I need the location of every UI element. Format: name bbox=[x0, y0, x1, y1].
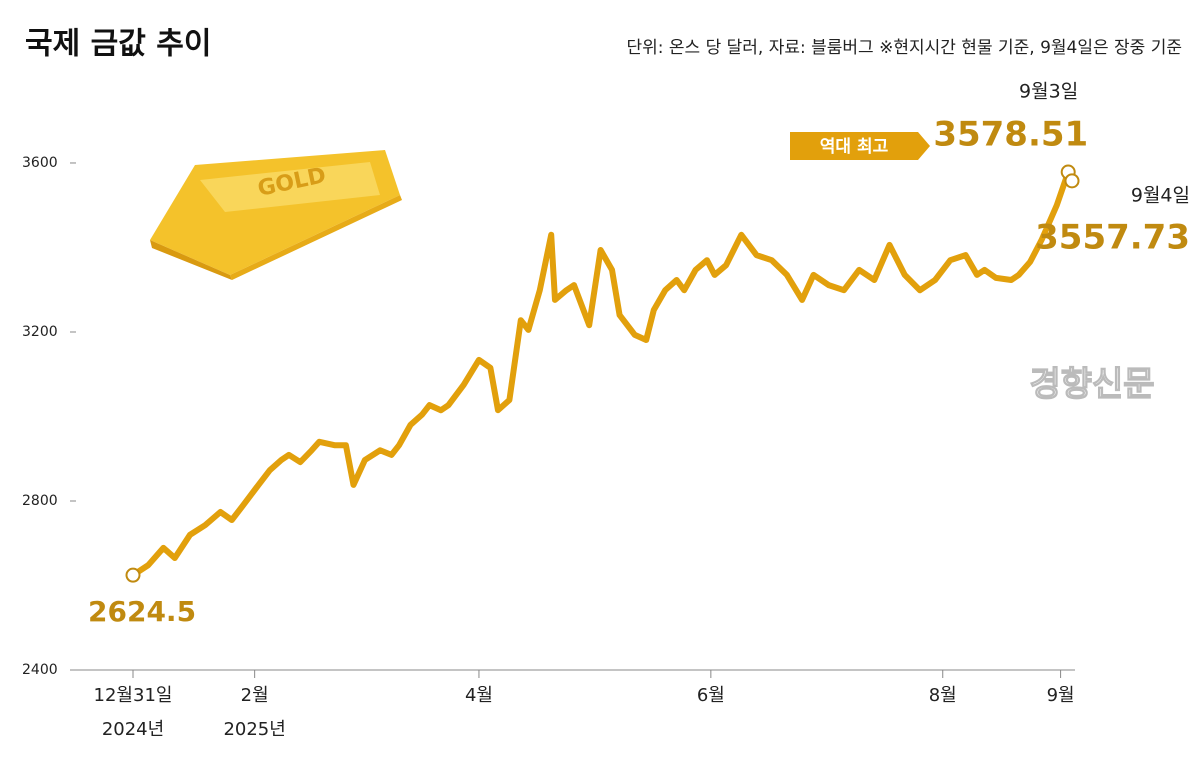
start-value-label: 2624.5 bbox=[88, 595, 196, 628]
high-tag-box bbox=[790, 132, 930, 160]
gold-bar-face bbox=[200, 162, 380, 212]
highlight-point bbox=[1064, 173, 1080, 189]
x-tick-label: 8월 bbox=[929, 685, 957, 706]
price-line bbox=[130, 169, 1075, 579]
high-date-label: 9월3일 bbox=[1019, 81, 1078, 103]
last-value-label: 3557.73 bbox=[1035, 217, 1190, 257]
high-tag-label: 역대 최고 bbox=[820, 137, 889, 157]
y-tick-label: 3600 bbox=[22, 155, 58, 171]
high-value-label: 3578.51 bbox=[933, 115, 1088, 155]
chart-title: 국제 금값 추이 bbox=[25, 27, 212, 62]
last-date-label: 9월4일 bbox=[1131, 184, 1190, 206]
x-tick-label: 9월 bbox=[1047, 685, 1075, 706]
gold-bar-edge bbox=[230, 195, 402, 280]
x-tick-label: 4월 bbox=[465, 685, 493, 706]
chart-subtitle: 단위: 온스 당 달러, 자료: 블룸버그 ※현지시간 현물 기준, 9월4일은… bbox=[627, 38, 1183, 58]
y-tick-label: 2400 bbox=[22, 662, 58, 678]
y-tick-label: 3200 bbox=[22, 324, 58, 340]
x-tick-label: 12월31일 bbox=[94, 685, 173, 706]
x-tick-sublabel: 2024년 bbox=[102, 719, 164, 740]
gold-bar: GOLD bbox=[150, 150, 402, 280]
x-tick-sublabel: 2025년 bbox=[223, 719, 285, 740]
x-tick-label: 6월 bbox=[697, 685, 725, 706]
y-tick-label: 2800 bbox=[22, 493, 58, 509]
x-tick-label: 2월 bbox=[241, 685, 269, 706]
highlight-point bbox=[125, 567, 141, 583]
watermark: 경향신문 bbox=[1029, 365, 1154, 405]
gold-bar-side bbox=[150, 240, 232, 280]
